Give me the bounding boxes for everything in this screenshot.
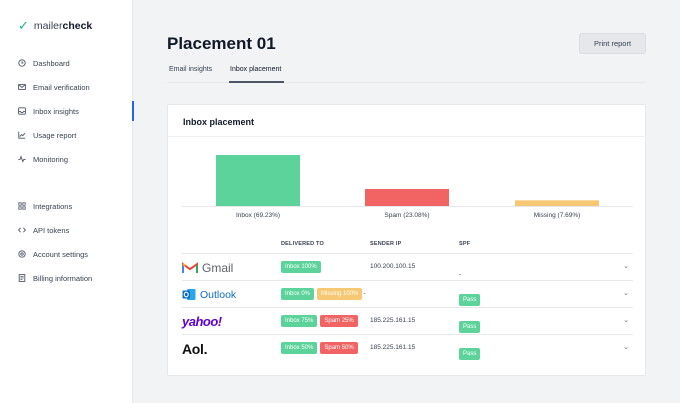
inbox-badge: Inbox 50% <box>281 342 318 354</box>
gmail-logo-icon <box>182 261 198 273</box>
sidebar-item-label: Usage report <box>33 130 77 140</box>
inbox-badge: Inbox 100% <box>281 261 321 273</box>
sidebar-item-label: API tokens <box>33 225 70 235</box>
inbox-badge: Inbox 75% <box>281 315 318 327</box>
provider-name: Gmail <box>202 260 234 275</box>
spam-badge: Spam 25% <box>320 315 358 327</box>
provider-outlook: Outlook <box>182 287 236 302</box>
chart-category-label: Missing (7.69%) <box>534 212 581 219</box>
sender-ip: 185.225.161.15 <box>370 317 416 324</box>
sidebar-item-label: Account settings <box>33 249 89 259</box>
inbox-placement-card: Inbox placement Inbox (69.23%) Spam (23.0… <box>167 104 647 376</box>
table-row-aol[interactable]: Aol. Inbox 50% Spam 50% 185.225.161.15 P… <box>182 334 633 361</box>
grid-icon <box>18 202 26 210</box>
inbox-icon <box>18 107 26 115</box>
sidebar-item-label: Integrations <box>33 201 73 211</box>
spam-badge: Spam 50% <box>320 342 358 354</box>
sidebar-item-billing-information[interactable]: Billing information <box>0 268 133 288</box>
print-report-button[interactable]: Print report <box>579 33 646 54</box>
spf-pass-badge: Pass <box>459 321 481 333</box>
provider-aol: Aol. <box>182 340 208 357</box>
chevron-down-icon[interactable]: ⌄ <box>623 290 629 297</box>
checkmark-logo-icon: ✓ <box>18 18 29 33</box>
table-row-yahoo[interactable]: yahoo! Inbox 75% Spam 25% 185.225.161.15… <box>182 307 633 334</box>
spf-pass-badge: Pass <box>459 294 481 306</box>
sidebar-item-inbox-insights[interactable]: Inbox insights <box>0 101 134 121</box>
column-header-delivered: DELIVERED TO <box>281 241 324 247</box>
sidebar-item-label: Email verification <box>33 82 90 92</box>
column-header-sender-ip: SENDER IP <box>370 241 402 247</box>
logo-text-part1: mailer <box>33 20 63 32</box>
chevron-down-icon[interactable]: ⌄ <box>623 263 629 270</box>
table-row-gmail[interactable]: Gmail Inbox 100% 100.200.100.15 - ⌄ <box>182 253 633 280</box>
chart-category-label: Inbox (69.23%) <box>236 212 280 219</box>
sidebar-item-monitoring[interactable]: Monitoring <box>0 149 133 169</box>
chevron-down-icon[interactable]: ⌄ <box>623 344 629 351</box>
receipt-icon <box>18 274 26 282</box>
sidebar-item-label: Billing information <box>33 273 93 283</box>
chart-line-icon <box>18 131 26 139</box>
clock-icon <box>18 59 26 67</box>
sender-ip-empty: - <box>363 290 366 297</box>
provider-yahoo: yahoo! <box>182 314 222 329</box>
chart-category-label: Spam (23.08%) <box>384 212 429 219</box>
envelope-icon <box>18 83 26 91</box>
provider-name: Aol. <box>182 340 208 357</box>
spf-pass-badge: Pass <box>459 348 481 360</box>
tab-bar: Email insights Inbox placement <box>167 62 646 83</box>
logo-text-part2: check <box>62 20 93 32</box>
sidebar-item-usage-report[interactable]: Usage report <box>0 125 133 145</box>
gear-icon <box>18 250 26 258</box>
spf-value: - <box>459 271 462 278</box>
active-tab-indicator <box>229 81 284 83</box>
inbox-badge: Inbox 0% <box>281 288 315 300</box>
pulse-icon <box>18 155 26 163</box>
sidebar-item-label: Inbox insights <box>33 106 79 116</box>
sidebar-item-integrations[interactable]: Integrations <box>0 196 133 216</box>
sidebar: ✓ mailercheck Dashboard Email verificati… <box>0 0 134 403</box>
sender-ip: 100.200.100.15 <box>370 263 416 270</box>
sidebar-item-label: Monitoring <box>33 154 69 164</box>
card-title: Inbox placement <box>183 117 255 127</box>
sidebar-item-email-verification[interactable]: Email verification <box>0 77 133 97</box>
outlook-logo-icon <box>182 289 196 300</box>
sidebar-item-account-settings[interactable]: Account settings <box>0 244 133 264</box>
provider-name: Outlook <box>200 288 237 301</box>
code-icon <box>18 226 26 234</box>
sidebar-item-label: Dashboard <box>33 58 70 68</box>
tab-inbox-placement[interactable]: Inbox placement <box>230 66 282 73</box>
sender-ip: 185.225.161.15 <box>370 344 416 351</box>
chart-bar <box>216 155 300 206</box>
chart-bar <box>515 200 599 206</box>
column-header-spf: SPF <box>459 241 471 247</box>
tab-email-insights[interactable]: Email insights <box>169 66 213 73</box>
placement-bar-chart: Inbox (69.23%) Spam (23.08%) Missing (7.69… <box>182 155 633 219</box>
provider-gmail: Gmail <box>182 260 233 275</box>
card-divider <box>168 136 647 137</box>
sidebar-item-dashboard[interactable]: Dashboard <box>0 53 133 73</box>
chevron-down-icon[interactable]: ⌄ <box>623 317 629 324</box>
provider-name: yahoo! <box>182 314 222 329</box>
chart-bar <box>365 188 449 206</box>
table-row-outlook[interactable]: Outlook Inbox 0% Missing 100% - Pass ⌄ <box>182 280 633 307</box>
missing-badge: Missing 100% <box>317 288 363 300</box>
app-logo[interactable]: ✓ mailercheck <box>18 18 92 34</box>
page-title: Placement 01 <box>167 34 276 53</box>
sidebar-item-api-tokens[interactable]: API tokens <box>0 220 133 240</box>
